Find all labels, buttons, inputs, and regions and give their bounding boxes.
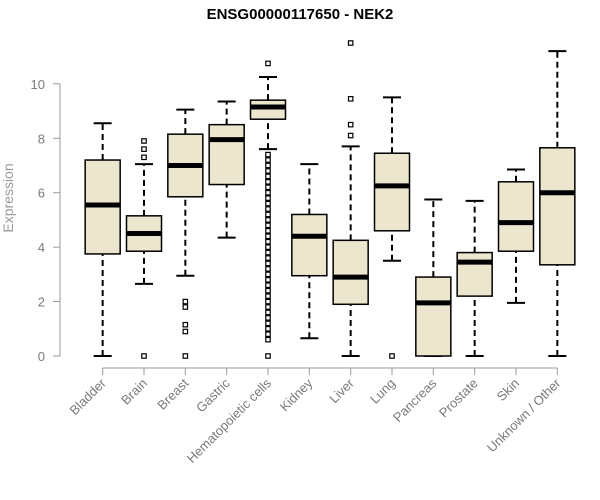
outlier-point xyxy=(265,293,271,299)
outlier-point xyxy=(182,298,189,305)
outlier-point xyxy=(265,157,271,163)
x-tick-label: Lung xyxy=(367,376,398,407)
outlier-point xyxy=(141,138,147,144)
outlier-point xyxy=(265,266,271,272)
outlier-point xyxy=(265,162,271,169)
x-tick-label: Prostate xyxy=(436,376,481,421)
x-tick-label: Unknown / Other xyxy=(484,375,564,455)
box-group-2 xyxy=(167,108,204,359)
box-group-11 xyxy=(539,50,576,357)
outlier-point xyxy=(265,255,271,261)
outlier-point xyxy=(265,228,271,234)
outlier-point xyxy=(265,168,271,174)
outlier-point xyxy=(265,282,271,289)
outlier-point xyxy=(347,132,354,139)
outlier-point xyxy=(265,325,271,332)
box-iqr xyxy=(291,213,328,277)
y-tick-label: 10 xyxy=(31,77,45,92)
outlier-point xyxy=(265,276,271,283)
outlier-point xyxy=(265,271,271,278)
box-iqr xyxy=(539,147,576,266)
outlier-point xyxy=(141,353,147,359)
x-tick-label: Skin xyxy=(494,376,522,404)
outlier-point xyxy=(182,328,189,335)
outlier-point xyxy=(265,298,271,305)
box-group-3 xyxy=(208,100,245,239)
x-tick-label: Bladder xyxy=(66,375,109,418)
y-tick-label: 4 xyxy=(38,240,45,255)
x-tick-label: Brain xyxy=(118,376,150,408)
box-group-10 xyxy=(497,168,535,304)
x-tick-label: Pancreas xyxy=(390,375,440,425)
box-group-1 xyxy=(125,138,163,359)
y-tick-label: 0 xyxy=(38,349,45,364)
outlier-point xyxy=(265,238,271,245)
axes-layer: 0 2 4 6 8 10 xyxy=(31,77,558,375)
outlier-point xyxy=(265,309,271,316)
outlier-point xyxy=(182,304,189,310)
outlier-point xyxy=(265,195,271,201)
outlier-point xyxy=(265,320,271,327)
outlier-point xyxy=(265,315,271,321)
outlier-point xyxy=(265,179,271,185)
outlier-point xyxy=(265,60,271,67)
y-tick-label: 8 xyxy=(38,131,45,146)
outlier-point xyxy=(265,331,271,338)
box-iqr xyxy=(249,99,287,120)
x-tick-label: Gastric xyxy=(193,375,233,415)
outlier-point xyxy=(265,189,271,196)
box-iqr xyxy=(208,123,245,186)
outlier-point xyxy=(141,154,147,161)
box-group-9 xyxy=(456,199,493,357)
outlier-point xyxy=(389,353,395,359)
box-group-0 xyxy=(84,122,121,357)
outlier-point xyxy=(265,287,271,294)
x-tick-label: Liver xyxy=(326,375,357,406)
x-tick-label: Breast xyxy=(154,375,191,412)
y-axis-title: Expression xyxy=(0,163,16,232)
outlier-point xyxy=(265,151,271,158)
outlier-point xyxy=(265,200,271,207)
outlier-point xyxy=(265,336,271,343)
outlier-point xyxy=(347,95,354,102)
box-group-6 xyxy=(332,40,369,357)
outlier-point xyxy=(265,353,271,359)
outlier-point xyxy=(265,244,271,250)
box-iqr xyxy=(373,152,411,232)
outlier-point xyxy=(265,217,271,223)
outlier-point xyxy=(265,260,271,267)
box-iqr xyxy=(332,239,369,306)
x-tick-label: Kidney xyxy=(277,375,316,414)
outlier-point xyxy=(265,211,271,218)
outlier-point xyxy=(265,304,271,310)
outlier-point xyxy=(265,233,271,240)
boxes-layer xyxy=(84,40,576,359)
box-group-7 xyxy=(373,96,411,359)
outlier-point xyxy=(265,222,271,229)
box-iqr xyxy=(456,251,493,297)
outlier-point xyxy=(347,121,354,128)
box-iqr xyxy=(415,276,452,357)
box-group-8 xyxy=(415,198,452,357)
y-tick-label: 6 xyxy=(38,186,45,201)
box-group-4 xyxy=(249,60,287,359)
outlier-point xyxy=(182,353,189,359)
outlier-point xyxy=(347,40,354,46)
outlier-point xyxy=(265,249,271,256)
outlier-point xyxy=(141,146,147,152)
outlier-point xyxy=(265,184,271,191)
box-iqr xyxy=(497,181,535,252)
outlier-point xyxy=(265,173,271,180)
outlier-point xyxy=(182,321,189,328)
chart-title: ENSG00000117650 - NEK2 xyxy=(206,6,394,23)
outlier-point xyxy=(265,206,271,212)
y-tick-label: 2 xyxy=(38,295,45,310)
box-group-5 xyxy=(291,163,328,340)
